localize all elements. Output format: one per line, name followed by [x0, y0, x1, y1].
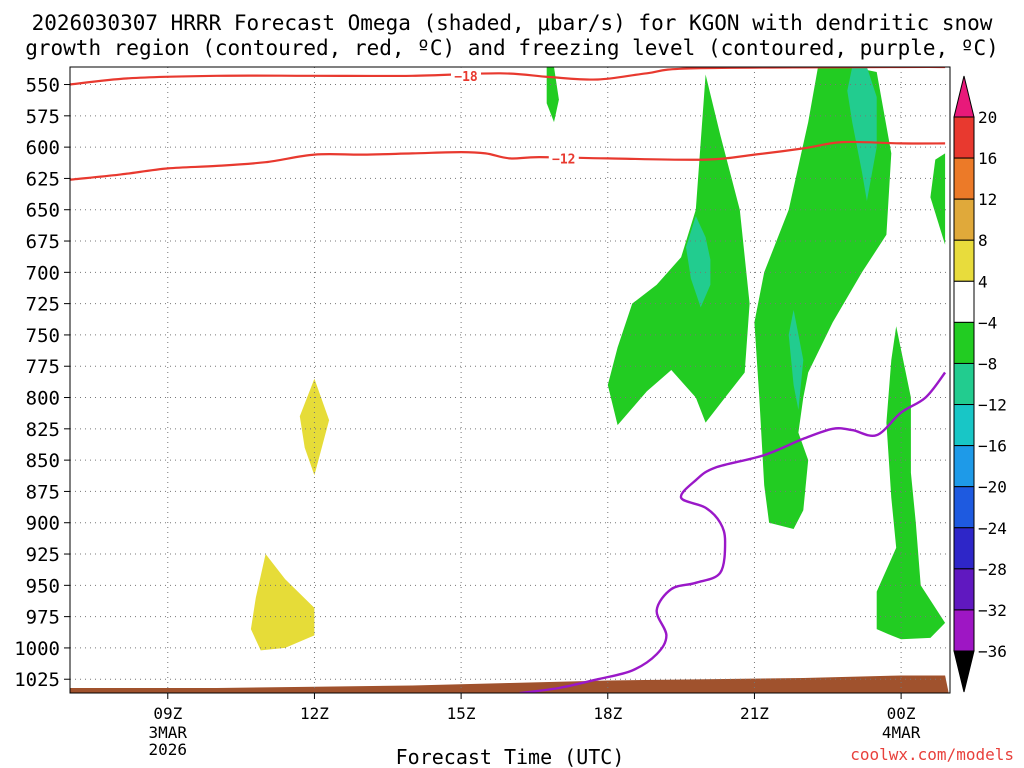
colorbar-label: −12	[978, 396, 1007, 415]
colorbar-label: −16	[978, 437, 1007, 456]
colorbar-label: 16	[978, 149, 997, 168]
omega-region-green-right	[754, 67, 892, 529]
y-tick-label: 750	[26, 325, 60, 347]
colorbar-label: −8	[978, 354, 997, 373]
y-tick-label: 725	[26, 294, 60, 316]
dgz-label-lower-bg	[548, 150, 579, 166]
y-tick-label: 1000	[14, 638, 60, 660]
colorbar-label: 20	[978, 108, 997, 127]
y-tick-label: 975	[26, 607, 60, 629]
freezing-level-contour	[519, 371, 947, 693]
y-tick-label: 800	[26, 388, 60, 410]
omega-region-green-edge	[930, 153, 946, 245]
colorbar-label: −28	[978, 560, 1007, 579]
colorbar-swatch	[953, 362, 975, 406]
colorbar-label: −24	[978, 519, 1007, 538]
y-tick-label: 650	[26, 200, 60, 222]
colorbar-swatch	[953, 116, 975, 159]
y-tick-label: 875	[26, 481, 60, 503]
x-tick-date-label: 3MAR	[149, 723, 188, 742]
y-tick-label: 550	[26, 75, 60, 97]
dgz-label-upper: −18	[454, 70, 478, 85]
colorbar-label: −4	[978, 313, 997, 332]
y-tick-label: 775	[26, 356, 60, 378]
colorbar-swatch	[953, 321, 975, 364]
omega-region-green-mid	[607, 74, 750, 426]
y-tick-label: 950	[26, 575, 60, 597]
y-tick-label: 575	[26, 106, 60, 128]
colorbar-swatch	[953, 157, 975, 200]
colorbar-swatch	[953, 445, 975, 488]
y-tick-label: 1025	[14, 669, 60, 691]
colorbar-label: −20	[978, 478, 1007, 497]
colorbar-swatch	[953, 527, 975, 570]
credit-text: coolwx.com/models	[850, 745, 1014, 764]
x-tick-label: 09Z	[153, 704, 182, 723]
omega-region-yellow-lower	[250, 554, 315, 651]
x-tick-date-label: 4MAR	[882, 723, 921, 742]
terrain-fill	[70, 675, 949, 693]
colorbar-swatch	[953, 404, 975, 447]
dgz-upper-contour	[70, 67, 946, 86]
y-tick-label: 825	[26, 419, 60, 441]
omega-region-teal-mid	[686, 216, 711, 308]
contour-lines: −18 −12	[70, 67, 947, 693]
y-tick-label: 925	[26, 544, 60, 566]
x-tick-label: 15Z	[447, 704, 476, 723]
colorbar-swatch	[953, 568, 975, 611]
colorbar: 20 16 12 8 4 −4 −8 −12 −16 −20 −24 −28 −32 −36	[953, 75, 1007, 693]
colorbar-swatch	[953, 239, 975, 282]
colorbar-label: 8	[978, 231, 988, 250]
colorbar-label: −36	[978, 642, 1007, 661]
x-tick-label: 00Z	[887, 704, 916, 723]
chart-title-line1: 2026030307 HRRR Forecast Omega (shaded, …	[32, 11, 993, 35]
dgz-label-upper-bg	[451, 67, 481, 83]
omega-region-green-top	[546, 67, 559, 123]
colorbar-label: 12	[978, 190, 997, 209]
x-tick-year-label: 2026	[149, 740, 188, 759]
colorbar-swatch	[953, 486, 975, 529]
colorbar-label: 4	[978, 272, 988, 291]
y-tick-label: 700	[26, 262, 60, 284]
omega-region-teal-right	[847, 67, 877, 201]
x-tick-label: 21Z	[740, 704, 769, 723]
colorbar-label: −32	[978, 601, 1007, 620]
omega-region-green-bottom-right	[876, 326, 946, 640]
colorbar-swatch	[953, 198, 975, 241]
colorbar-swatch	[953, 280, 975, 323]
colorbar-top-arrow	[953, 75, 975, 118]
y-tick-label: 900	[26, 513, 60, 535]
colorbar-swatch	[953, 609, 975, 652]
x-tick-label: 18Z	[593, 704, 622, 723]
y-axis: 550 575 600 625 650 675 700 725 750 775 800 825 850 8…	[14, 75, 70, 691]
colorbar-bottom-arrow	[953, 650, 975, 693]
x-axis-label: Forecast Time (UTC)	[396, 745, 625, 768]
omega-shading	[70, 67, 949, 693]
dgz-lower-contour	[70, 140, 946, 181]
omega-region-yellow-upper	[299, 378, 330, 476]
y-tick-label: 850	[26, 450, 60, 472]
y-tick-label: 675	[26, 231, 60, 253]
gridlines	[70, 67, 950, 693]
contour-group	[70, 67, 947, 693]
y-tick-label: 600	[26, 137, 60, 159]
plot-area	[70, 67, 949, 693]
chart-title-line2: growth region (contoured, red, ºC) and f…	[25, 36, 999, 60]
y-tick-label: 625	[26, 168, 60, 190]
plot-frame	[69, 66, 951, 694]
x-tick-label: 12Z	[300, 704, 329, 723]
dgz-label-lower: −12	[552, 152, 575, 167]
omega-region-teal-right-small	[788, 309, 804, 410]
